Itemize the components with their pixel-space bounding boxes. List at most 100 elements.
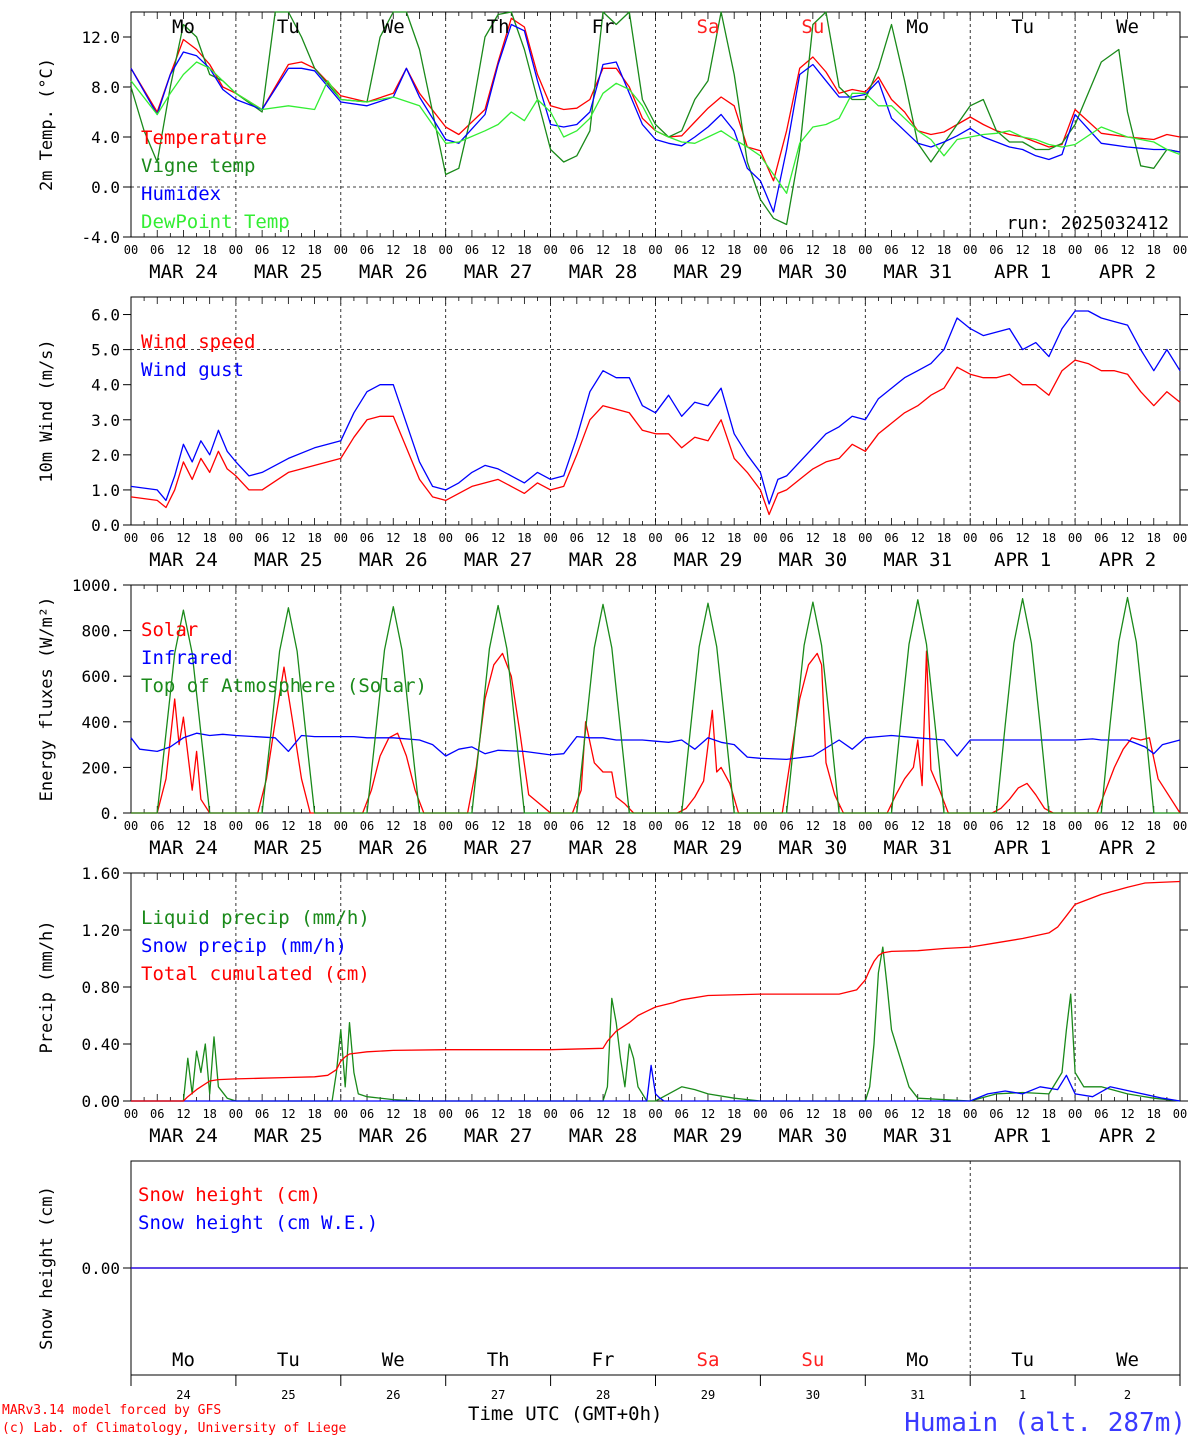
y-tick-label: 1.20 bbox=[81, 921, 120, 940]
day-name-top: Mo bbox=[172, 16, 195, 38]
day-name-bottom: Mo bbox=[172, 1349, 195, 1371]
legend-entry: Snow height (cm W.E.) bbox=[138, 1212, 378, 1234]
hour-tick-label: 00 bbox=[334, 243, 348, 257]
hour-tick-label: 12 bbox=[596, 243, 610, 257]
hour-tick-label: 12 bbox=[491, 531, 505, 545]
day-number: 29 bbox=[701, 1388, 715, 1402]
legend-entry: Wind gust bbox=[141, 359, 244, 381]
hour-tick-label: 12 bbox=[176, 819, 190, 833]
date-label: MAR 30 bbox=[779, 837, 848, 859]
hour-tick-label: 00 bbox=[334, 819, 348, 833]
hour-tick-label: 06 bbox=[1094, 819, 1108, 833]
hour-tick-label: 12 bbox=[911, 531, 925, 545]
date-label: MAR 25 bbox=[254, 261, 323, 283]
hour-tick-label: 00 bbox=[1173, 1107, 1187, 1121]
y-tick-label: 6.0 bbox=[91, 306, 120, 325]
hour-tick-label: 12 bbox=[1120, 243, 1134, 257]
day-name-bottom: We bbox=[1116, 1349, 1139, 1371]
hour-tick-label: 06 bbox=[255, 819, 269, 833]
legend-entry: DewPoint Temp bbox=[141, 211, 290, 233]
day-name-top: Fr bbox=[592, 16, 615, 38]
hour-tick-label: 18 bbox=[832, 243, 846, 257]
date-label: MAR 28 bbox=[569, 1125, 638, 1147]
credit-line-2: (c) Lab. of Climatology, University of L… bbox=[2, 1421, 347, 1436]
hour-tick-label: 18 bbox=[1042, 531, 1056, 545]
hour-tick-label: 12 bbox=[596, 1107, 610, 1121]
hour-tick-label: 06 bbox=[150, 819, 164, 833]
hour-tick-label: 06 bbox=[465, 531, 479, 545]
hour-tick-label: 18 bbox=[622, 819, 636, 833]
hour-tick-label: 12 bbox=[596, 819, 610, 833]
hour-tick-label: 00 bbox=[229, 1107, 243, 1121]
day-name-bottom: Sa bbox=[697, 1349, 720, 1371]
hour-tick-label: 12 bbox=[281, 819, 295, 833]
hour-tick-label: 00 bbox=[229, 531, 243, 545]
hour-tick-label: 06 bbox=[150, 531, 164, 545]
hour-tick-label: 06 bbox=[150, 243, 164, 257]
hour-tick-label: 12 bbox=[1015, 531, 1029, 545]
day-number: 31 bbox=[911, 1388, 925, 1402]
hour-tick-label: 18 bbox=[202, 243, 216, 257]
hour-tick-label: 00 bbox=[124, 531, 138, 545]
legend-entry: Temperature bbox=[141, 127, 267, 149]
hour-tick-label: 12 bbox=[1120, 819, 1134, 833]
y-axis-label: Precip (mm/h) bbox=[37, 920, 57, 1053]
hour-tick-label: 00 bbox=[1068, 819, 1082, 833]
hour-tick-label: 06 bbox=[779, 243, 793, 257]
hour-tick-label: 12 bbox=[386, 531, 400, 545]
y-tick-label: 0.00 bbox=[81, 1259, 120, 1278]
day-name-bottom: Th bbox=[487, 1349, 510, 1371]
hour-tick-label: 18 bbox=[412, 243, 426, 257]
hour-tick-label: 06 bbox=[989, 1107, 1003, 1121]
day-name-bottom: We bbox=[382, 1349, 405, 1371]
hour-tick-label: 12 bbox=[281, 243, 295, 257]
date-label: MAR 31 bbox=[883, 261, 952, 283]
hour-tick-label: 12 bbox=[806, 243, 820, 257]
legend-entry: Humidex bbox=[141, 183, 221, 205]
hour-tick-label: 06 bbox=[1094, 243, 1108, 257]
series-line bbox=[131, 1064, 1181, 1102]
hour-tick-label: 18 bbox=[1147, 1107, 1161, 1121]
day-name-top: Su bbox=[801, 16, 824, 38]
hour-tick-label: 12 bbox=[386, 1107, 400, 1121]
hour-tick-label: 18 bbox=[202, 1107, 216, 1121]
hour-tick-label: 18 bbox=[937, 531, 951, 545]
date-label: MAR 25 bbox=[254, 549, 323, 571]
hour-tick-label: 12 bbox=[701, 819, 715, 833]
hour-tick-label: 00 bbox=[229, 243, 243, 257]
hour-tick-label: 12 bbox=[281, 531, 295, 545]
legend-entry: Snow precip (mm/h) bbox=[141, 935, 347, 957]
date-label: MAR 29 bbox=[674, 549, 743, 571]
hour-tick-label: 12 bbox=[491, 819, 505, 833]
date-label: MAR 24 bbox=[149, 837, 218, 859]
time-axis-label: Time UTC (GMT+0h) bbox=[468, 1403, 663, 1425]
legend-entry: Vigne temp bbox=[141, 155, 255, 177]
hour-tick-label: 06 bbox=[989, 531, 1003, 545]
hour-tick-label: 06 bbox=[255, 1107, 269, 1121]
y-tick-label: 1.60 bbox=[81, 864, 120, 883]
hour-tick-label: 00 bbox=[858, 1107, 872, 1121]
date-label: MAR 26 bbox=[359, 837, 428, 859]
hour-tick-label: 12 bbox=[281, 1107, 295, 1121]
day-number: 2 bbox=[1124, 1388, 1131, 1402]
hour-tick-label: 18 bbox=[307, 819, 321, 833]
date-label: MAR 28 bbox=[569, 549, 638, 571]
y-tick-label: 1000. bbox=[72, 576, 120, 595]
day-name-bottom: Fr bbox=[592, 1349, 615, 1371]
hour-tick-label: 18 bbox=[622, 1107, 636, 1121]
y-tick-label: 1.0 bbox=[91, 481, 120, 500]
hour-tick-label: 12 bbox=[1015, 1107, 1029, 1121]
hour-tick-label: 18 bbox=[412, 531, 426, 545]
hour-tick-label: 18 bbox=[832, 1107, 846, 1121]
hour-tick-label: 18 bbox=[1042, 819, 1056, 833]
date-label: MAR 27 bbox=[464, 837, 533, 859]
hour-tick-label: 18 bbox=[622, 531, 636, 545]
hour-tick-label: 12 bbox=[911, 819, 925, 833]
hour-tick-label: 00 bbox=[1068, 243, 1082, 257]
hour-tick-label: 00 bbox=[1173, 243, 1187, 257]
day-number: 24 bbox=[176, 1388, 190, 1402]
series-line bbox=[130, 359, 1181, 516]
panel-4: 0.00 0.40 0.80 1.20 1.60 Precip (mm/h) 00 06 12 1… bbox=[37, 864, 1188, 1147]
run-label: run: 2025032412 bbox=[1006, 213, 1169, 234]
